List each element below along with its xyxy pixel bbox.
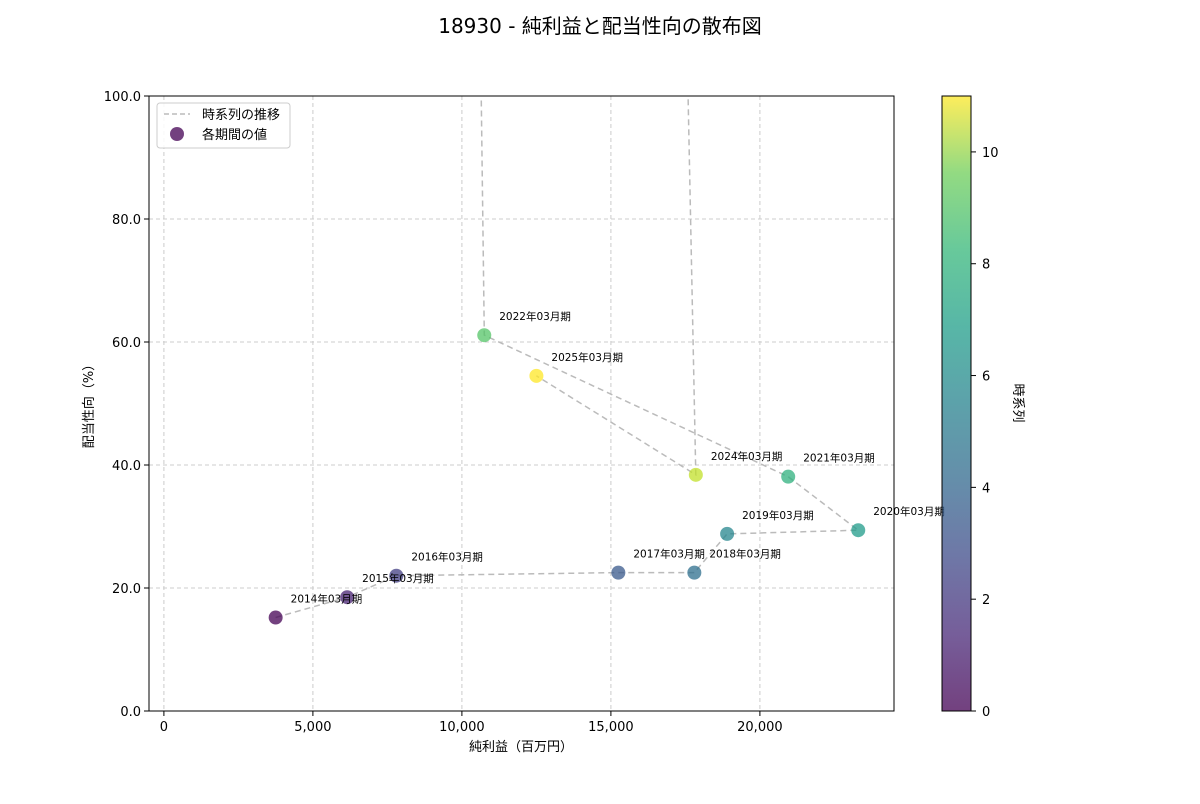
colorbar-label: 時系列	[1010, 383, 1025, 422]
colorbar-tick-label: 8	[982, 258, 990, 273]
x-tick-label: 10,000	[439, 720, 485, 735]
points-layer	[268, 328, 866, 625]
legend-points-label: 各期間の値	[202, 127, 267, 143]
colorbar-ticks: 0 2 4 6 8 10	[971, 146, 999, 720]
point-annotation: 2018年03月期	[709, 548, 781, 561]
y-tick-label: 60.0	[112, 336, 141, 351]
data-point	[389, 568, 404, 583]
point-annotation: 2022年03月期	[499, 310, 571, 323]
annotations-layer: 2014年03月期 2015年03月期 2016年03月期 2017年03月期 2018…	[291, 310, 945, 605]
data-point	[851, 523, 866, 538]
legend-point-swatch	[170, 127, 184, 141]
point-annotation: 2017年03月期	[633, 548, 705, 561]
colorbar-tick-label: 10	[982, 146, 999, 161]
data-point	[477, 328, 492, 343]
x-tick-label: 15,000	[588, 720, 634, 735]
data-point	[781, 469, 796, 484]
y-tick-label: 40.0	[112, 459, 141, 474]
point-annotation: 2015年03月期	[362, 572, 434, 585]
colorbar-tick-label: 2	[982, 593, 990, 608]
data-point	[611, 565, 626, 580]
x-tick-label: 5,000	[294, 720, 331, 735]
data-point	[720, 526, 735, 541]
x-tick-label: 20,000	[737, 720, 783, 735]
point-annotation: 2020年03月期	[873, 505, 945, 518]
x-axis-label: 純利益（百万円）	[469, 740, 573, 755]
colorbar-tick-label: 4	[982, 481, 990, 496]
data-point	[340, 590, 355, 605]
y-axis-label: 配当性向（%）	[81, 358, 97, 448]
data-point	[529, 368, 544, 383]
legend-line-label: 時系列の推移	[202, 108, 280, 123]
point-annotation: 2021年03月期	[803, 452, 875, 465]
data-point	[688, 467, 703, 482]
point-annotation: 2016年03月期	[411, 551, 483, 564]
x-tick-label: 0	[160, 720, 168, 735]
plot-frame	[148, 95, 895, 712]
colorbar-tick-label: 6	[982, 370, 990, 385]
colorbar-gradient	[941, 95, 972, 712]
point-annotation: 2025年03月期	[551, 351, 623, 364]
y-tick-label: 0.0	[120, 705, 141, 720]
grid-lines	[149, 95, 894, 712]
colorbar: 0 2 4 6 8 10 時系列	[941, 95, 1025, 720]
x-axis: 0 5,000 10,000 15,000 20,000	[160, 711, 783, 735]
legend: 時系列の推移 各期間の値	[156, 102, 291, 149]
point-annotation: 2024年03月期	[711, 450, 783, 463]
trend-line	[275, 96, 861, 619]
point-annotation: 2014年03月期	[291, 593, 363, 606]
trend-line-layer	[275, 96, 861, 619]
chart-title: 18930 - 純利益と配当性向の散布図	[438, 14, 762, 38]
data-point	[268, 610, 283, 625]
y-tick-label: 20.0	[112, 582, 141, 597]
data-point	[687, 565, 702, 580]
y-tick-label: 80.0	[112, 213, 141, 228]
legend-box	[156, 102, 291, 149]
y-tick-label: 100.0	[104, 90, 141, 105]
colorbar-tick-label: 0	[982, 705, 990, 720]
y-axis: 0.0 20.0 40.0 60.0 80.0 100.0	[104, 90, 149, 720]
point-annotation: 2019年03月期	[742, 509, 814, 522]
